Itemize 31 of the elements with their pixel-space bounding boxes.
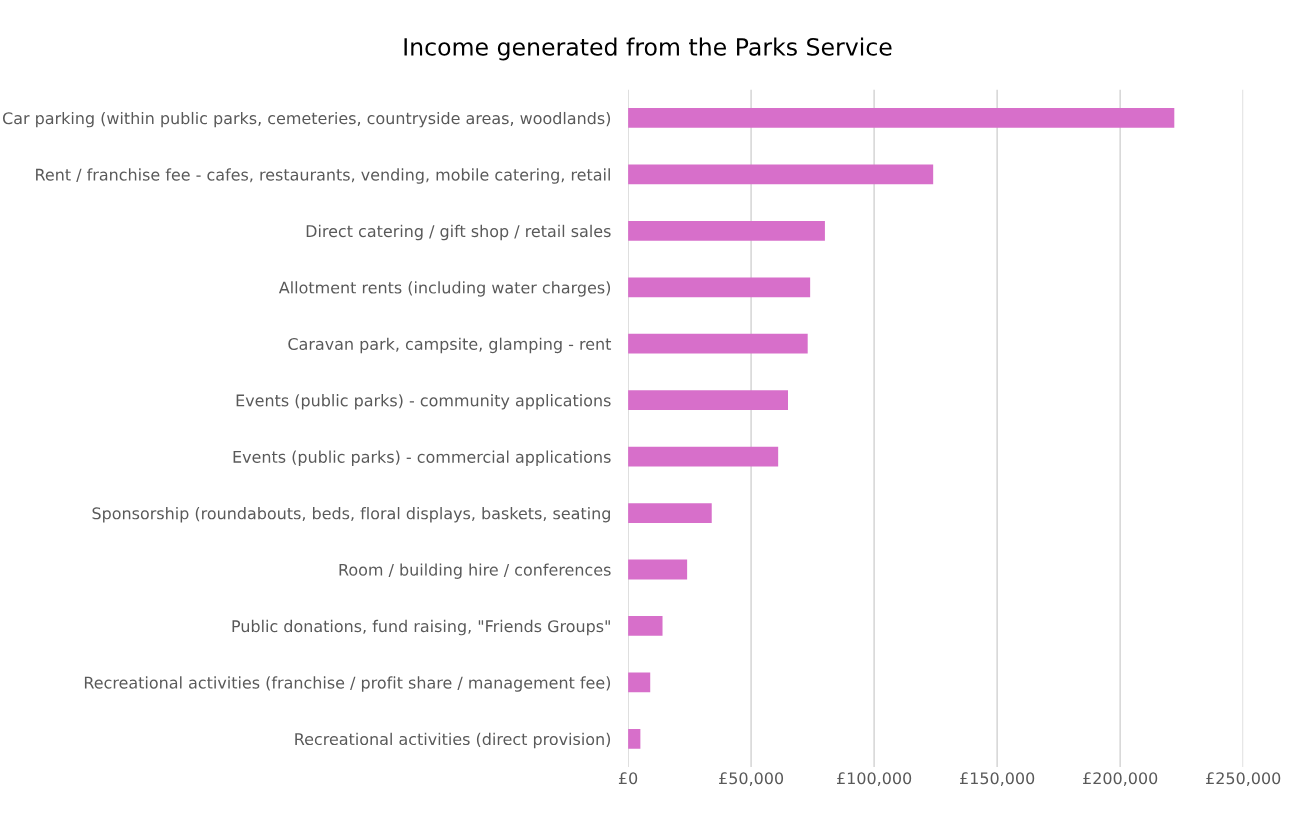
y-tick-label: Sponsorship (roundabouts, beds, floral displays, baskets, seating: [92, 506, 610, 523]
bar: [628, 616, 663, 636]
y-tick-label: Recreational activities (franchise / profit share / management fee): [84, 676, 611, 692]
x-tick-label: £150,000: [960, 772, 1035, 786]
bar: [628, 503, 712, 523]
y-tick-label: Public donations, fund raising, "Friends Groups": [232, 619, 610, 636]
x-tick-label: £250,000: [1206, 772, 1281, 786]
y-tick-label: Caravan park, campsite, glamping - rent: [288, 337, 612, 354]
x-tick-label: £100,000: [837, 772, 912, 786]
bar: [628, 672, 651, 693]
y-tick-label: Car parking (within public parks, cemeteries, countryside areas, woodlands): [2, 111, 611, 128]
y-tick-label: Rent / franchise fee - cafes, restaurants, vending, mobile catering, retail: [36, 168, 610, 184]
bar: [628, 333, 808, 354]
y-tick-label: Events (public parks) - community applications: [236, 394, 611, 410]
x-tick-label: £200,000: [1083, 772, 1158, 786]
y-tick-label: Allotment rents (including water charges): [278, 281, 611, 297]
bar: [628, 446, 779, 467]
bar: [628, 559, 688, 580]
bar: [628, 108, 1175, 128]
y-tick-label: Recreational activities (direct provision): [295, 732, 611, 749]
bar: [628, 277, 811, 298]
x-tick-label: £0: [618, 772, 638, 785]
y-tick-label: Events (public parks) - commercial applications: [233, 450, 611, 467]
bar: [628, 164, 934, 185]
bar: [628, 728, 641, 749]
bar: [628, 390, 789, 411]
bar: [628, 220, 825, 241]
y-tick-label: Room / building hire / conferences: [339, 563, 611, 579]
y-tick-label: Direct catering / gift shop / retail sales: [306, 224, 611, 241]
x-tick-label: £50,000: [719, 772, 784, 786]
chart-title: Income generated from the Parks Service: [404, 37, 892, 61]
